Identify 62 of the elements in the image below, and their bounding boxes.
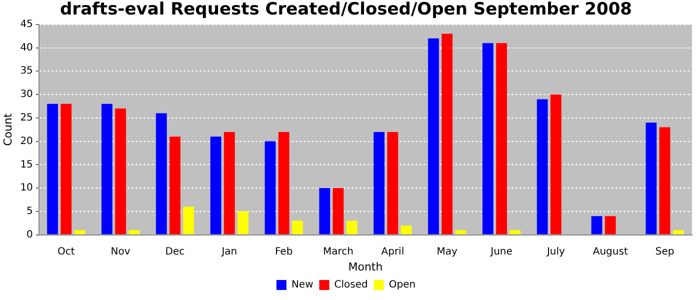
bar bbox=[319, 188, 330, 234]
bar bbox=[332, 188, 344, 234]
bar bbox=[455, 230, 466, 234]
y-tick-label: 45 bbox=[20, 18, 33, 30]
chart-title: drafts-eval Requests Created/Closed/Open September 2008 bbox=[60, 0, 632, 20]
y-tick-label: 0 bbox=[26, 229, 33, 240]
x-tick-label: Jan bbox=[220, 246, 238, 258]
bar bbox=[224, 132, 235, 234]
bar bbox=[292, 220, 303, 234]
legend-label: Closed bbox=[334, 280, 368, 291]
bar bbox=[604, 216, 616, 234]
bar bbox=[74, 230, 86, 234]
bar bbox=[264, 141, 276, 234]
y-tick-label: 15 bbox=[20, 159, 33, 170]
bar bbox=[428, 38, 439, 234]
bar bbox=[278, 132, 290, 234]
bar bbox=[496, 43, 507, 234]
x-tick-label: Sep bbox=[655, 246, 674, 258]
x-tick-label: April bbox=[381, 246, 404, 258]
bar bbox=[442, 34, 453, 234]
bar bbox=[659, 127, 670, 234]
y-tick-label: 30 bbox=[20, 89, 33, 100]
x-tick-label: June bbox=[490, 246, 512, 258]
bar bbox=[346, 220, 358, 234]
x-tick-label: Dec bbox=[165, 246, 185, 258]
y-tick-label: 20 bbox=[20, 136, 33, 147]
bar bbox=[400, 225, 412, 234]
bar bbox=[170, 136, 180, 234]
bar bbox=[238, 211, 248, 234]
bar bbox=[646, 122, 657, 234]
bar bbox=[102, 104, 112, 234]
bar bbox=[60, 104, 72, 234]
bar bbox=[482, 43, 494, 234]
bar bbox=[156, 113, 167, 234]
legend-label: New bbox=[291, 280, 314, 291]
bar bbox=[536, 99, 548, 234]
bar bbox=[128, 230, 140, 234]
x-axis-title: Month bbox=[348, 260, 383, 274]
x-tick-label: Feb bbox=[274, 246, 293, 258]
legend-label: Open bbox=[388, 280, 416, 291]
x-tick-label: Nov bbox=[110, 246, 130, 258]
y-tick-label: 35 bbox=[20, 66, 33, 77]
x-tick-label: Oct bbox=[57, 246, 75, 258]
bar bbox=[374, 132, 385, 234]
bar bbox=[387, 132, 398, 234]
x-tick-label: May bbox=[436, 246, 458, 258]
bar bbox=[47, 104, 58, 234]
y-tick-label: 5 bbox=[26, 206, 33, 218]
y-tick-label: 40 bbox=[20, 42, 33, 54]
x-tick-label: July bbox=[546, 246, 566, 258]
x-tick-label: August bbox=[592, 246, 628, 258]
y-axis-title: Count bbox=[1, 112, 14, 146]
bar bbox=[210, 136, 222, 234]
bar bbox=[115, 108, 126, 234]
bar bbox=[510, 230, 521, 234]
y-tick-label: 25 bbox=[20, 112, 33, 124]
bar bbox=[672, 230, 684, 234]
bar bbox=[550, 94, 562, 234]
bar bbox=[183, 206, 194, 234]
bar bbox=[591, 216, 602, 234]
x-tick-label: March bbox=[323, 246, 354, 258]
y-tick-label: 10 bbox=[20, 182, 33, 194]
